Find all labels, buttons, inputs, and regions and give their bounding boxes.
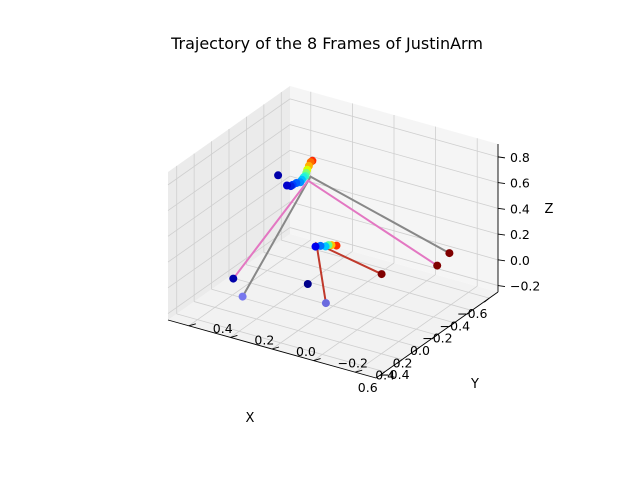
z-tick <box>497 207 506 210</box>
y-tick-label: 0.0 <box>296 344 316 359</box>
y-axis-label: Y <box>470 377 479 392</box>
z-tick-label: 0.4 <box>510 201 530 216</box>
z-grid-left <box>167 201 291 289</box>
x-tick-label: 0.0 <box>410 343 430 358</box>
trajectory-point <box>238 292 247 301</box>
z-grid-back <box>289 124 499 183</box>
x-tick <box>396 359 403 364</box>
z-grid-left <box>167 227 291 314</box>
y-tick <box>230 334 238 338</box>
y-tick <box>188 323 196 327</box>
x-tick <box>379 371 385 377</box>
trajectory-point <box>283 181 291 190</box>
y-grid-floor <box>313 274 436 361</box>
y-grid-floor <box>271 262 395 350</box>
z-tick <box>497 182 506 185</box>
x-tick <box>431 334 438 340</box>
trajectory-point <box>445 249 454 258</box>
trajectory-point <box>274 171 283 180</box>
z-grid-back <box>289 149 499 209</box>
z-axis-label: Z <box>545 202 554 217</box>
y-tick-label: 0.4 <box>213 321 233 336</box>
chart-title: Trajectory of the 8 Frames of JustinArm <box>170 34 483 53</box>
z-grid-back <box>289 175 499 235</box>
z-tick-label: 0.0 <box>510 253 530 268</box>
z-tick-label: 0.8 <box>510 150 530 165</box>
z-tick <box>497 233 506 236</box>
x-tick-label: 0.2 <box>393 355 413 370</box>
x-axis-label: X <box>246 411 255 426</box>
trajectory-point <box>229 274 238 283</box>
gridlines <box>167 91 499 373</box>
y-grid-floor <box>354 285 478 373</box>
z-grid-back <box>289 98 499 158</box>
trajectory-point <box>303 280 312 288</box>
x-tick-label: −0.2 <box>422 331 452 346</box>
tick-labels: −0.6−0.4−0.20.00.20.40.6−0.4−0.20.00.20.… <box>213 150 541 395</box>
z-tick-label: 0.6 <box>510 176 530 191</box>
x-tick-label: −0.6 <box>457 306 487 321</box>
trajectory-point <box>433 261 442 270</box>
z-tick <box>497 285 506 288</box>
y-tick <box>271 346 280 350</box>
x-tick <box>466 310 473 315</box>
z-grid-left <box>167 150 291 237</box>
x-tick-label: 0.4 <box>375 368 395 383</box>
x-tick <box>449 322 455 328</box>
y-tick-label: −0.4 <box>379 367 409 382</box>
x-tick <box>484 297 490 303</box>
y-tick <box>355 369 363 373</box>
axis-lines <box>167 144 506 379</box>
z-grid-left <box>167 124 291 211</box>
y-tick <box>313 358 321 362</box>
x-tick-label: 0.6 <box>358 380 378 395</box>
z-tick-label: 0.2 <box>510 227 530 242</box>
z-grid-left <box>167 175 291 263</box>
trajectory-point <box>377 270 386 279</box>
z-tick <box>497 259 506 262</box>
y-grid-floor <box>230 251 353 338</box>
arm-link <box>232 179 438 280</box>
z-grid-back <box>289 227 499 286</box>
arm-link <box>241 175 450 298</box>
z-tick <box>497 156 506 159</box>
z-grid-back <box>289 201 499 261</box>
z-grid-left <box>167 98 291 186</box>
trajectory-point <box>311 242 320 251</box>
x-tick-label: −0.4 <box>440 318 470 333</box>
y-tick-label: −0.2 <box>338 356 368 371</box>
x-tick <box>414 346 420 352</box>
z-tick-label: −0.2 <box>510 279 540 294</box>
trajectory-marks <box>229 156 454 308</box>
trajectory-point <box>321 299 330 308</box>
y-tick-label: 0.2 <box>254 332 274 347</box>
